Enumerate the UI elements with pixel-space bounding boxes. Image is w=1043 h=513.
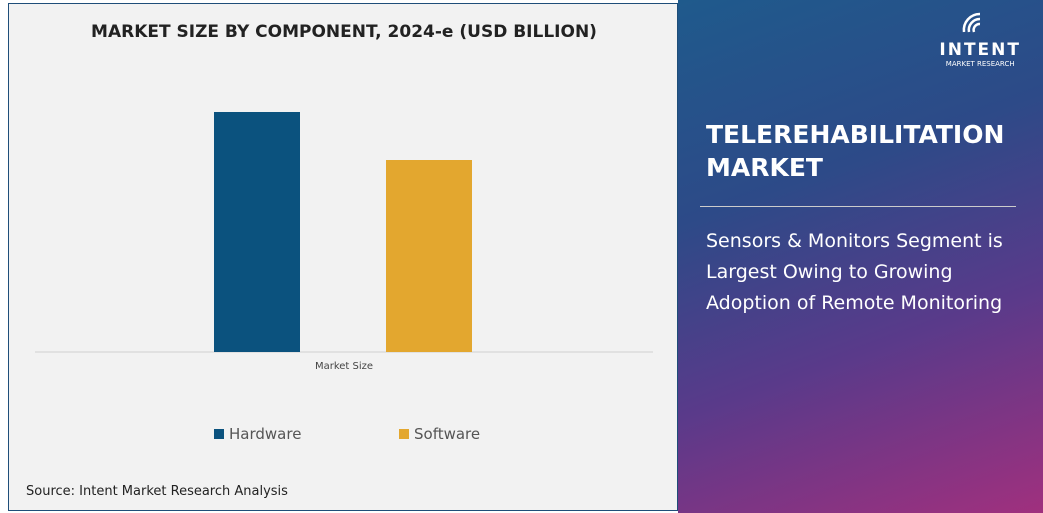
legend-swatch [214, 429, 224, 439]
legend-swatch [399, 429, 409, 439]
legend-label: Software [414, 425, 481, 443]
chart-panel: MARKET SIZE BY COMPONENT, 2024-e (USD BI… [8, 3, 678, 511]
logo-brand: INTENT [939, 40, 1021, 60]
source-note: Source: Intent Market Research Analysis [26, 484, 288, 499]
x-tick-label: Market Size [314, 361, 374, 372]
signal-icon [962, 12, 981, 33]
chart-title: MARKET SIZE BY COMPONENT, 2024-e (USD BI… [91, 22, 597, 42]
legend-label: Hardware [229, 425, 302, 443]
divider [700, 206, 1016, 207]
bar-chart [35, 112, 653, 353]
bar-software [386, 160, 472, 352]
logo: INTENT MARKET RESEARCH [939, 10, 1021, 68]
market-summary: Sensors & Monitors Segment is Largest Ow… [706, 230, 1003, 314]
legend-hardware: Hardware [214, 425, 301, 443]
info-panel: INTENT MARKET RESEARCH TELEREHABILITATIO… [678, 0, 1043, 513]
logo-sub: MARKET RESEARCH [945, 60, 1015, 68]
market-title: TELEREHABILITATION MARKET [706, 120, 1005, 182]
bar-hardware [214, 112, 300, 352]
legend-software: Software [399, 425, 480, 443]
